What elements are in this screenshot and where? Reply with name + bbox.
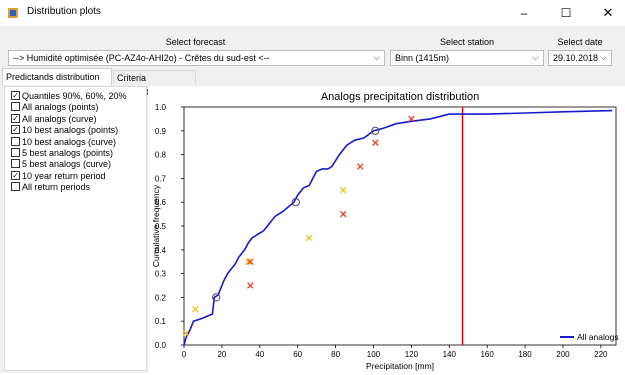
best-analog-marker-red bbox=[372, 139, 379, 146]
chevron-down-icon: ⌵ bbox=[373, 52, 380, 62]
station-value: Binn (1415m) bbox=[395, 53, 450, 63]
x-tick-label: 20 bbox=[217, 350, 226, 359]
best-analog-marker-yellow bbox=[182, 329, 190, 337]
best-analog-marker-yellow bbox=[339, 187, 347, 194]
y-tick-label: 0.0 bbox=[155, 341, 167, 350]
forecast-label: Select forecast bbox=[165, 37, 226, 47]
option-label: 10 year return period bbox=[22, 170, 106, 181]
option-label: All analogs (curve) bbox=[22, 113, 97, 124]
y-tick-label: 0.3 bbox=[155, 270, 167, 279]
checked-box-icon[interactable]: ✓ bbox=[11, 170, 20, 180]
best-analog-marker-red bbox=[339, 210, 347, 218]
unchecked-box-icon[interactable] bbox=[11, 148, 20, 157]
station-select[interactable]: Binn (1415m) ⌵ bbox=[390, 50, 544, 66]
option-checkbox[interactable]: ✓ 10 year return period bbox=[11, 170, 106, 182]
checked-box-icon[interactable]: ✓ bbox=[11, 113, 20, 123]
option-checkbox[interactable]: ✓ 10 best analogs (points) bbox=[11, 125, 118, 136]
plot-frame bbox=[183, 106, 617, 346]
best-analog-marker-yellow bbox=[245, 258, 252, 265]
unchecked-box-icon[interactable] bbox=[11, 136, 20, 146]
option-label: 5 best analogs (curve) bbox=[22, 159, 112, 170]
close-button[interactable]: ✕ bbox=[602, 5, 614, 20]
chart-title: Analogs precipitation distribution bbox=[321, 91, 479, 103]
best-analog-marker-red bbox=[408, 115, 415, 123]
y-tick-label: 0.6 bbox=[155, 198, 167, 207]
option-checkbox[interactable]: ✓ Quantiles 90%, 60%, 20% bbox=[11, 91, 127, 102]
quantile-marker bbox=[291, 198, 300, 207]
y-tick-label: 0.1 bbox=[155, 317, 167, 326]
y-tick-label: 0.2 bbox=[155, 293, 167, 302]
best-analog-marker-red bbox=[247, 258, 254, 265]
x-tick-label: 220 bbox=[594, 350, 608, 359]
x-tick-label: 120 bbox=[405, 350, 419, 359]
options-panel: ✓ Quantiles 90%, 60%, 20% All analogs (poi… bbox=[4, 86, 147, 371]
chevron-down-icon: ⌵ bbox=[532, 52, 539, 62]
forecast-select[interactable]: --> Humidité optimisée (PC-AZ4o-AHI2o) -… bbox=[8, 50, 385, 66]
chevron-down-icon: ⌵ bbox=[600, 52, 607, 62]
y-tick-label: 0.5 bbox=[155, 222, 167, 231]
x-tick-label: 200 bbox=[556, 350, 570, 359]
x-tick-label: 40 bbox=[255, 350, 264, 359]
x-tick-label: 100 bbox=[367, 350, 381, 359]
date-select[interactable]: 29.10.2018 ⌵ bbox=[548, 50, 612, 66]
legend-label: All analogs bbox=[577, 332, 619, 342]
date-value: 29.10.2018 bbox=[553, 53, 599, 63]
forecast-value: --> Humidité optimisée (PC-AZ4o-AHI2o) -… bbox=[13, 53, 270, 63]
y-tick-label: 1.0 bbox=[155, 103, 167, 112]
date-label: Select date bbox=[557, 37, 603, 47]
checked-box-icon[interactable]: ✓ bbox=[11, 91, 20, 100]
x-tick-label: 0 bbox=[182, 350, 187, 359]
best-analog-marker-yellow bbox=[192, 306, 199, 313]
x-axis-label: Precipitation [mm] bbox=[366, 361, 434, 371]
option-label: Quantiles 90%, 60%, 20% bbox=[22, 91, 127, 101]
option-checkbox[interactable]: 5 best analogs (points) bbox=[11, 148, 113, 159]
option-checkbox[interactable]: All analogs (points) bbox=[11, 102, 99, 113]
x-tick-label: 140 bbox=[443, 350, 457, 359]
x-tick-label: 180 bbox=[518, 350, 532, 359]
y-axis-label: Cumulative frequency bbox=[151, 184, 161, 267]
option-label: All return periods bbox=[22, 182, 91, 193]
distribution-chart: Analogs precipitation distribution 0.0 0.1… bbox=[151, 91, 619, 371]
best-analog-marker-yellow bbox=[305, 234, 313, 242]
option-checkbox[interactable]: 5 best analogs (curve) bbox=[11, 159, 111, 170]
tab-criteria-distribution[interactable]: Criteria distribution bbox=[113, 70, 196, 97]
option-label: 5 best analogs (points) bbox=[22, 148, 114, 158]
checked-box-icon[interactable]: ✓ bbox=[11, 125, 20, 135]
best-analog-marker-red bbox=[247, 282, 254, 289]
app-icon bbox=[8, 8, 18, 18]
plot-area: Analogs precipitation distribution 0.0 0.1… bbox=[148, 86, 625, 373]
option-label: 10 best analogs (curve) bbox=[22, 136, 117, 147]
y-tick-label: 0.4 bbox=[155, 246, 167, 255]
y-tick-label: 0.8 bbox=[155, 151, 167, 160]
best-analog-marker-red bbox=[356, 163, 364, 170]
x-tick-label: 160 bbox=[480, 350, 494, 359]
y-tick-label: 0.9 bbox=[155, 127, 167, 136]
x-tick-label: 60 bbox=[293, 350, 302, 359]
option-checkbox[interactable]: ✓ All analogs (curve) bbox=[11, 113, 97, 125]
minimize-button[interactable]: – bbox=[520, 6, 528, 20]
unchecked-box-icon[interactable] bbox=[11, 159, 20, 169]
option-label: All analogs (points) bbox=[22, 102, 99, 113]
y-tick-label: 0.7 bbox=[155, 174, 167, 183]
unchecked-box-icon[interactable] bbox=[11, 182, 20, 192]
all-analogs-curve bbox=[183, 109, 613, 346]
unchecked-box-icon[interactable] bbox=[11, 102, 20, 112]
window-title: Distribution plots bbox=[27, 6, 101, 17]
station-label: Select station bbox=[439, 37, 495, 47]
quantile-marker bbox=[212, 293, 221, 302]
maximize-button[interactable]: ☐ bbox=[560, 6, 572, 20]
option-label: 10 best analogs (points) bbox=[22, 125, 119, 136]
option-checkbox[interactable]: All return periods bbox=[11, 182, 90, 193]
tab-predictands-distribution[interactable]: Predictands distribution bbox=[2, 68, 112, 85]
quantile-marker bbox=[371, 126, 380, 135]
x-tick-label: 80 bbox=[331, 350, 340, 359]
title-bar: Distribution plots – ☐ ✕ bbox=[0, 0, 625, 26]
client-area: Select forecast --> Humidité optimisée (… bbox=[0, 26, 625, 373]
option-checkbox[interactable]: 10 best analogs (curve) bbox=[11, 136, 117, 148]
